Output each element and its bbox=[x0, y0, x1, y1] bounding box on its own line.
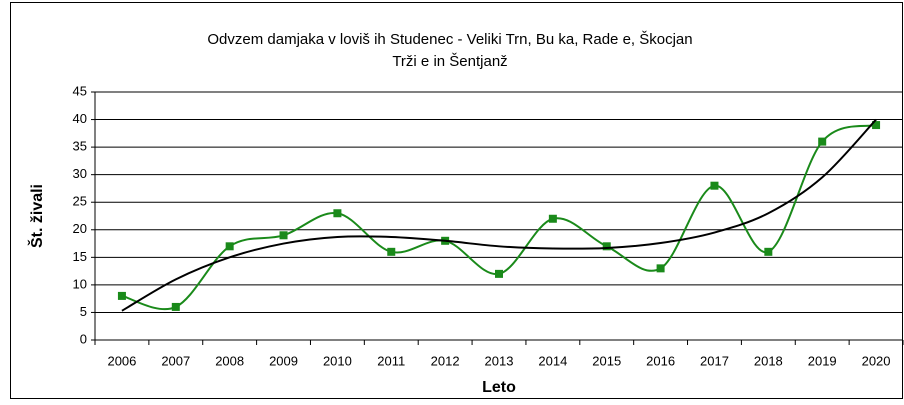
point bbox=[656, 264, 665, 273]
y-tick-label: 40 bbox=[73, 111, 87, 126]
y-tick-label: 0 bbox=[80, 331, 87, 346]
y-tick-label: 15 bbox=[73, 249, 87, 264]
point bbox=[387, 247, 396, 256]
x-tick-label: 2011 bbox=[377, 353, 405, 368]
x-axis-title: Leto bbox=[482, 379, 516, 396]
y-tick-label: 25 bbox=[73, 194, 87, 209]
x-tick-label: 2014 bbox=[538, 353, 567, 368]
point bbox=[710, 181, 719, 190]
x-tick-label: 2015 bbox=[592, 353, 621, 368]
y-tick-label: 10 bbox=[73, 276, 87, 291]
y-tick-label: 45 bbox=[73, 83, 87, 98]
x-tick-label: 2018 bbox=[754, 353, 783, 368]
x-tick-label: 2016 bbox=[646, 353, 675, 368]
y-tick-label: 35 bbox=[73, 139, 87, 154]
point bbox=[764, 247, 773, 256]
x-tick-label: 2006 bbox=[107, 353, 136, 368]
point bbox=[117, 291, 126, 300]
x-tick-label: 2017 bbox=[700, 353, 729, 368]
x-tick-label: 2013 bbox=[485, 353, 514, 368]
point bbox=[333, 209, 342, 218]
y-tick-label: 20 bbox=[73, 221, 87, 236]
point bbox=[495, 269, 503, 278]
y-axis-title: Št. živali bbox=[27, 184, 46, 248]
x-tick-label: 2010 bbox=[323, 353, 352, 368]
chart-title: Odvzem damjaka v loviš ih Studenec - Vel… bbox=[207, 31, 692, 48]
x-tick-label: 2008 bbox=[215, 353, 244, 368]
point bbox=[602, 242, 611, 251]
point bbox=[225, 242, 234, 251]
point bbox=[279, 231, 288, 240]
chart-border bbox=[10, 2, 903, 399]
x-tick-label: 2019 bbox=[808, 353, 837, 368]
point bbox=[171, 302, 180, 311]
chart-title: Trži e in Šentjanž bbox=[392, 53, 507, 70]
point bbox=[818, 137, 827, 146]
x-tick-label: 2012 bbox=[431, 353, 460, 368]
series-line bbox=[121, 118, 877, 312]
y-tick-label: 5 bbox=[80, 304, 87, 319]
x-tick-label: 2020 bbox=[862, 353, 891, 368]
y-tick-label: 30 bbox=[73, 166, 87, 181]
x-tick-label: 2007 bbox=[161, 353, 190, 368]
point bbox=[872, 121, 881, 130]
x-tick-label: 2009 bbox=[269, 353, 298, 368]
point bbox=[548, 214, 557, 223]
